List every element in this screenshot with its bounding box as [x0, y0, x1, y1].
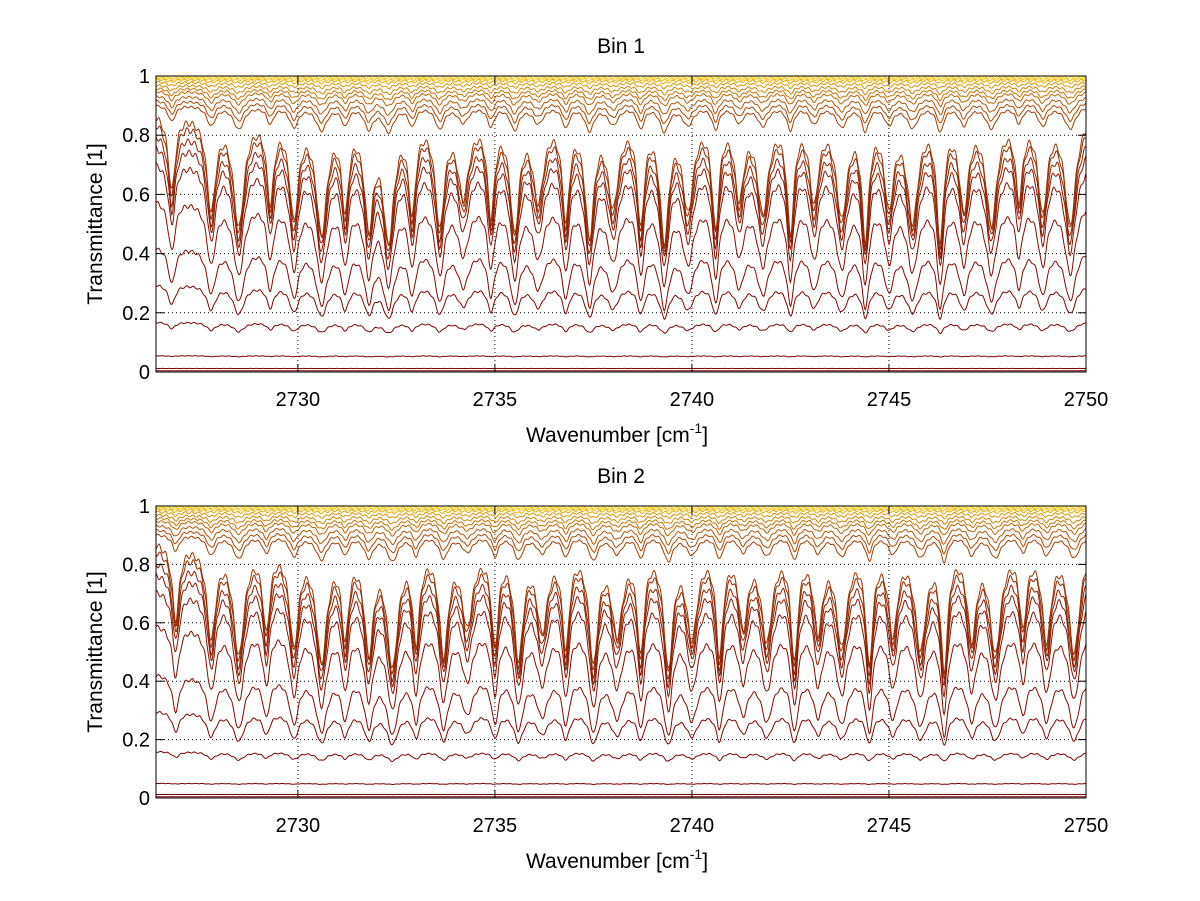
series-line — [156, 200, 1086, 290]
series-line — [156, 782, 1086, 786]
series-line — [156, 506, 1086, 512]
series-line — [156, 510, 1086, 520]
x-tick-label: 2750 — [1064, 389, 1109, 411]
y-tick-label: 1 — [139, 66, 150, 88]
series-group — [156, 76, 1086, 372]
series-line — [156, 572, 1086, 689]
y-tick-label: 0.4 — [122, 671, 150, 693]
series-line — [156, 750, 1086, 762]
series-line — [156, 145, 1086, 261]
y-tick-label: 0.8 — [122, 125, 150, 147]
x-axis-label: Wavenumber [cm-1] — [526, 846, 708, 873]
y-tick-label: 0.2 — [122, 730, 150, 752]
series-line — [156, 673, 1086, 739]
series-line — [156, 87, 1086, 102]
y-tick-label: 0.6 — [122, 613, 150, 635]
series-line — [156, 104, 1086, 135]
y-axis-label: Transmittance [1] — [84, 143, 107, 304]
chart-panel-bin-2: 2730 2735 2740 2745 2750 0 0.2 0.4 0.6 0.8 1 Bin 2 W… — [84, 465, 1108, 873]
series-line — [156, 529, 1086, 555]
series-line — [156, 99, 1086, 126]
series-line — [156, 90, 1086, 108]
y-tick-label: 1 — [139, 496, 150, 518]
series-line — [156, 517, 1086, 531]
series-line — [156, 524, 1086, 546]
y-tick-label: 0 — [139, 788, 150, 810]
series-line — [156, 247, 1086, 313]
series-line — [156, 284, 1086, 321]
series-line — [156, 78, 1086, 85]
series-line — [156, 116, 1086, 247]
x-tick-label: 2740 — [670, 815, 715, 837]
x-tick-label: 2745 — [867, 815, 912, 837]
series-line — [156, 563, 1086, 683]
y-axis-label: Transmittance [1] — [84, 571, 107, 732]
series-line — [156, 551, 1086, 676]
x-tick-label: 2750 — [1064, 815, 1109, 837]
x-tick-label: 2730 — [276, 389, 321, 411]
series-line — [156, 533, 1086, 564]
chart-title: Bin 1 — [597, 35, 645, 58]
series-line — [156, 355, 1086, 358]
y-tick-label: 0 — [139, 362, 150, 384]
y-tick-label: 0.4 — [122, 244, 150, 266]
series-line — [156, 136, 1086, 256]
y-tick-label: 0.2 — [122, 303, 150, 325]
series-line — [156, 125, 1086, 250]
series-line — [156, 513, 1086, 525]
x-tick-label: 2735 — [473, 815, 518, 837]
x-tick-label: 2730 — [276, 815, 321, 837]
axes-frame — [155, 75, 1087, 373]
x-tick-label: 2740 — [670, 389, 715, 411]
y-tick-label: 0.6 — [122, 184, 150, 206]
chart-panel-bin-1: 2730 2735 2740 2745 2750 0 0.2 0.4 0.6 0.8 1 Bin 1 W… — [84, 35, 1108, 447]
series-line — [156, 520, 1086, 537]
series-line — [156, 624, 1086, 717]
series-line — [156, 94, 1086, 116]
chart-title: Bin 2 — [597, 465, 645, 488]
x-axis-label: Wavenumber [cm-1] — [526, 420, 708, 447]
x-tick-label: 2745 — [867, 389, 912, 411]
series-line — [156, 508, 1086, 515]
y-tick-label: 0.8 — [122, 554, 150, 576]
axes-frame — [155, 505, 1087, 799]
series-line — [156, 589, 1086, 699]
series-line — [156, 80, 1086, 90]
series-line — [156, 321, 1086, 335]
x-tick-label: 2735 — [473, 389, 518, 411]
series-line — [156, 84, 1086, 96]
series-line — [156, 710, 1086, 746]
series-line — [156, 162, 1086, 270]
series-line — [156, 543, 1086, 674]
